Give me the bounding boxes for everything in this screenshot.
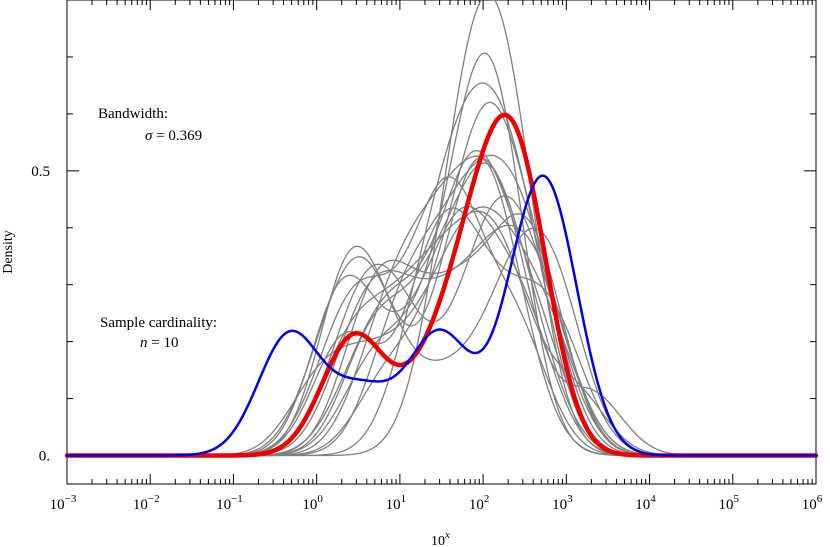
x-tick-label-base: 10 xyxy=(802,497,817,513)
y-tick-label: 0.5 xyxy=(31,164,50,180)
x-tick-label-base: 10 xyxy=(302,497,317,513)
x-tick-label: 100 xyxy=(302,493,323,513)
x-tick-label-base: 10 xyxy=(50,497,65,513)
x-tick-label: 106 xyxy=(802,493,823,513)
bandwidth-value-line: σ = 0.369 xyxy=(145,128,202,144)
x-tick-label: 105 xyxy=(719,493,740,513)
cardinality-value: = 10 xyxy=(148,335,179,351)
y-axis-label: Density xyxy=(1,230,16,274)
x-tick-label-exponent: 2 xyxy=(484,493,490,505)
x-tick-label-base: 10 xyxy=(635,497,650,513)
x-tick-label: 10−1 xyxy=(216,493,243,513)
x-tick-label-base: 10 xyxy=(386,497,401,513)
x-tick-label-base: 10 xyxy=(552,497,567,513)
x-tick-label: 101 xyxy=(386,493,407,513)
cardinality-symbol: n xyxy=(140,335,148,351)
x-tick-label: 10−3 xyxy=(50,493,77,513)
x-tick-label: 103 xyxy=(552,493,573,513)
x-tick-label-exponent: 3 xyxy=(567,493,573,505)
bandwidth-symbol: σ xyxy=(145,128,153,144)
density-curves xyxy=(64,0,819,458)
x-axis-label-exponent: x xyxy=(444,529,450,541)
density-curve-sample-b xyxy=(65,174,818,457)
x-tick-label-exponent: −1 xyxy=(231,493,243,505)
x-tick-label: 10−2 xyxy=(133,493,160,513)
cardinality-title: Sample cardinality: xyxy=(100,315,217,331)
x-tick-label-exponent: −3 xyxy=(65,493,77,505)
x-tick-label-base: 10 xyxy=(719,497,734,513)
x-tick-label-exponent: 4 xyxy=(650,493,656,505)
bandwidth-value: = 0.369 xyxy=(152,128,202,144)
x-tick-label-base: 10 xyxy=(216,497,231,513)
y-tick-label: 0. xyxy=(39,449,50,465)
plot-frame xyxy=(66,0,817,485)
x-tick-label-exponent: −2 xyxy=(148,493,160,505)
x-tick-label-exponent: 1 xyxy=(401,493,407,505)
x-axis-label: 10x xyxy=(431,529,450,547)
x-tick-label: 102 xyxy=(469,493,490,513)
x-tick-label-exponent: 0 xyxy=(317,493,323,505)
x-tick-label-exponent: 5 xyxy=(734,493,740,505)
x-tick-label-base: 10 xyxy=(469,497,484,513)
x-tick-label-exponent: 6 xyxy=(817,493,823,505)
bandwidth-title: Bandwidth: xyxy=(98,106,168,122)
x-tick-label: 104 xyxy=(635,493,656,513)
x-axis-label-base: 10 xyxy=(431,534,445,547)
x-tick-label-base: 10 xyxy=(133,497,148,513)
cardinality-value-line: n = 10 xyxy=(140,335,178,351)
